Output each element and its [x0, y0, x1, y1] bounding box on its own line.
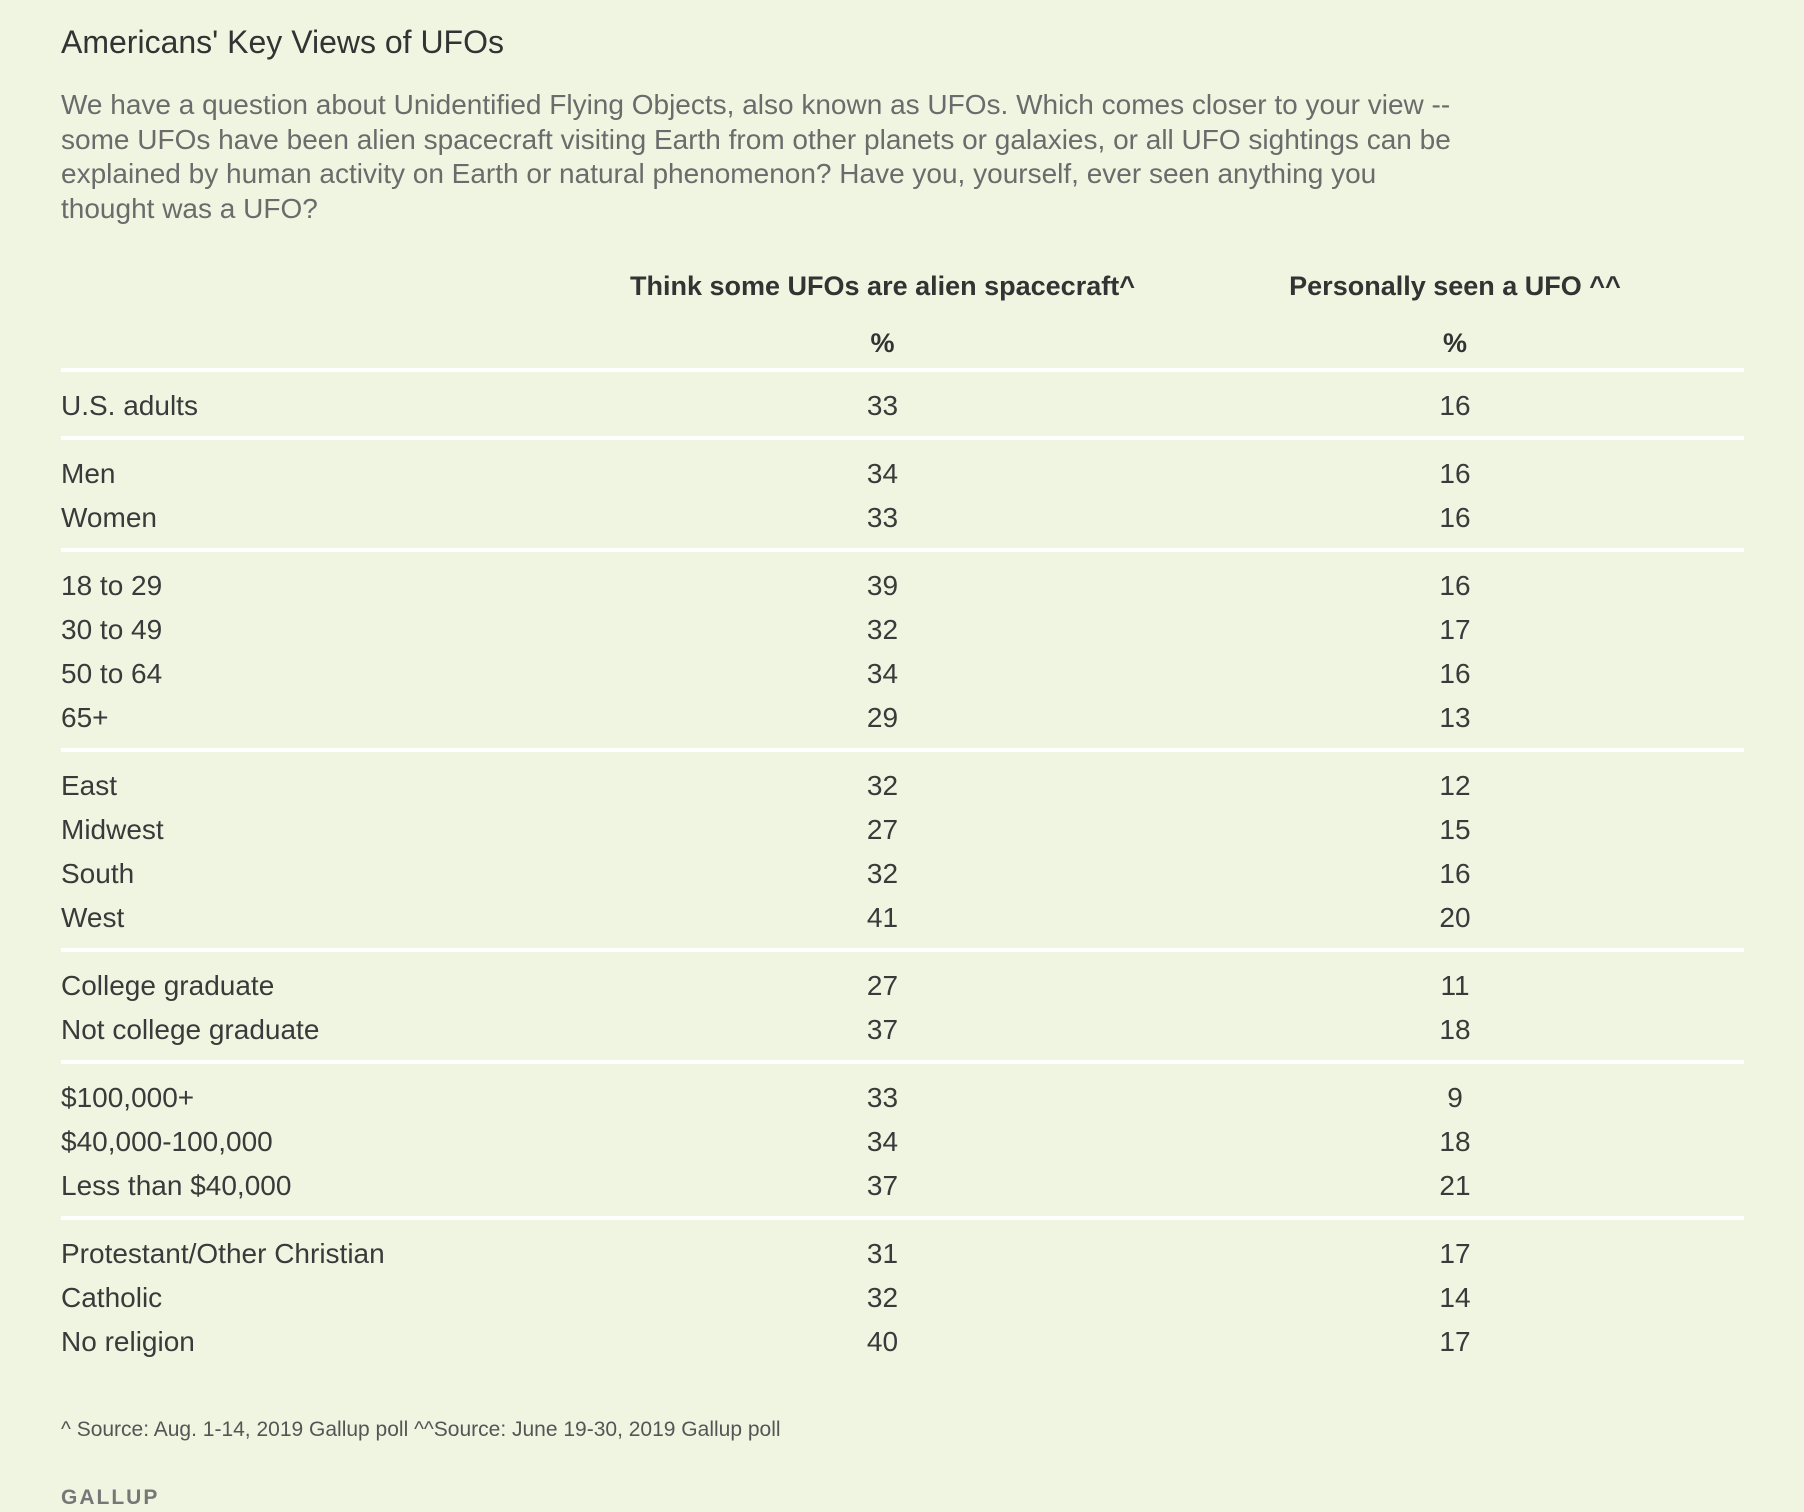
- row-label: Men: [61, 458, 116, 489]
- value-seen-ufo: 11: [1440, 970, 1470, 1001]
- value-seen-ufo: 16: [1439, 858, 1471, 889]
- row-group: U.S. adults 33 16: [61, 370, 1744, 438]
- row-group: East 32 12 Midwest 27 15 South 32 16 West 41 20: [61, 750, 1744, 950]
- row-label: Women: [61, 502, 157, 533]
- value-alien-spacecraft: 32: [866, 614, 899, 645]
- row-label: 30 to 49: [61, 614, 163, 645]
- row-label: 65+: [61, 702, 109, 733]
- value-seen-ufo: 16: [1439, 570, 1471, 601]
- value-seen-ufo: 13: [1439, 702, 1471, 733]
- value-seen-ufo: 16: [1439, 658, 1471, 689]
- chart-subtitle: We have a question about Unidentified Fl…: [61, 89, 1451, 224]
- table-row: Women 33 16: [61, 496, 1744, 550]
- row-group: Men 34 16 Women 33 16: [61, 438, 1744, 550]
- value-seen-ufo: 17: [1439, 614, 1471, 645]
- table-row: East 32 12: [61, 750, 1744, 808]
- row-label: West: [61, 902, 125, 933]
- value-alien-spacecraft: 40: [866, 1326, 899, 1357]
- value-seen-ufo: 18: [1439, 1014, 1471, 1045]
- row-label: No religion: [61, 1326, 195, 1357]
- value-seen-ufo: 12: [1439, 770, 1471, 801]
- value-seen-ufo: 17: [1439, 1326, 1471, 1357]
- column-header-seen-ufo: Personally seen a UFO ^^: [1289, 270, 1621, 301]
- row-group: College graduate 27 11 Not college graduate…: [61, 950, 1744, 1062]
- row-label: $100,000+: [61, 1082, 195, 1113]
- value-alien-spacecraft: 34: [866, 458, 899, 489]
- value-alien-spacecraft: 39: [866, 570, 899, 601]
- value-seen-ufo: 16: [1439, 502, 1471, 533]
- row-label: East: [61, 770, 118, 801]
- row-label: $40,000-100,000: [61, 1126, 273, 1157]
- column-header-alien-spacecraft: Think some UFOs are alien spacecraft^: [630, 270, 1135, 301]
- row-label: U.S. adults: [61, 390, 198, 421]
- chart-container: Americans' Key Views of UFOs We have a q…: [61, 22, 1744, 1510]
- row-group: $100,000+ 33 9 $40,000-100,000 34 18 Less than…: [61, 1062, 1744, 1218]
- value-seen-ufo: 21: [1439, 1170, 1471, 1201]
- row-group: Protestant/Other Christian 31 17 Catholic 32…: [61, 1218, 1744, 1372]
- column-unit-seen-ufo: %: [1442, 327, 1467, 358]
- value-alien-spacecraft: 37: [866, 1014, 899, 1045]
- value-alien-spacecraft: 33: [866, 502, 899, 533]
- value-seen-ufo: 16: [1439, 458, 1471, 489]
- row-label: 18 to 29: [61, 570, 163, 601]
- chart-title: Americans' Key Views of UFOs: [61, 24, 504, 60]
- table-row: 50 to 64 34 16: [61, 652, 1744, 696]
- value-alien-spacecraft: 32: [866, 770, 899, 801]
- value-alien-spacecraft: 37: [866, 1170, 899, 1201]
- table-row: Midwest 27 15: [61, 808, 1744, 852]
- table-row: Not college graduate 37 18: [61, 1008, 1744, 1062]
- table-row: 30 to 49 32 17: [61, 608, 1744, 652]
- value-alien-spacecraft: 41: [866, 902, 899, 933]
- value-seen-ufo: 15: [1439, 814, 1471, 845]
- row-label: Catholic: [61, 1282, 163, 1313]
- value-alien-spacecraft: 33: [866, 1082, 899, 1113]
- row-group: 18 to 29 39 16 30 to 49 32 17 50 to 64 34 16 65+ 2…: [61, 550, 1744, 750]
- header-blank: [61, 254, 599, 318]
- data-table: Think some UFOs are alien spacecraft^ Pe…: [61, 254, 1744, 1372]
- table-row: West 41 20: [61, 896, 1744, 950]
- table-row: South 32 16: [61, 852, 1744, 896]
- unit-blank: [61, 318, 599, 370]
- gallup-logo-text: GALLUP: [61, 1486, 160, 1509]
- value-alien-spacecraft: 34: [866, 1126, 899, 1157]
- value-alien-spacecraft: 34: [866, 658, 899, 689]
- table-row: Catholic 32 14: [61, 1276, 1744, 1320]
- value-alien-spacecraft: 32: [866, 1282, 899, 1313]
- row-label: College graduate: [61, 970, 275, 1001]
- value-alien-spacecraft: 33: [866, 390, 899, 421]
- value-seen-ufo: 14: [1439, 1282, 1471, 1313]
- column-unit-alien-spacecraft: %: [870, 327, 895, 358]
- value-alien-spacecraft: 29: [866, 702, 899, 733]
- source-footnote: ^ Source: Aug. 1-14, 2019 Gallup poll ^^…: [61, 1418, 781, 1441]
- value-seen-ufo: 17: [1439, 1238, 1471, 1269]
- table-row: Men 34 16: [61, 438, 1744, 496]
- value-seen-ufo: 16: [1439, 390, 1471, 421]
- table-header: Think some UFOs are alien spacecraft^ Pe…: [61, 254, 1744, 370]
- table-row: No religion 40 17: [61, 1320, 1744, 1372]
- value-seen-ufo: 20: [1439, 902, 1471, 933]
- row-label: 50 to 64: [61, 658, 163, 689]
- table-row: Less than $40,000 37 21: [61, 1164, 1744, 1218]
- table-row: 65+ 29 13: [61, 696, 1744, 750]
- value-alien-spacecraft: 31: [866, 1238, 899, 1269]
- row-label: Midwest: [61, 814, 164, 845]
- table-row: $40,000-100,000 34 18: [61, 1120, 1744, 1164]
- table-row: 18 to 29 39 16: [61, 550, 1744, 608]
- value-seen-ufo: 18: [1439, 1126, 1471, 1157]
- value-alien-spacecraft: 27: [866, 970, 899, 1001]
- row-label: Less than $40,000: [61, 1170, 292, 1201]
- row-label: Not college graduate: [61, 1014, 320, 1045]
- value-alien-spacecraft: 32: [866, 858, 899, 889]
- table-row: $100,000+ 33 9: [61, 1062, 1744, 1120]
- row-label: Protestant/Other Christian: [61, 1238, 385, 1269]
- table-row: Protestant/Other Christian 31 17: [61, 1218, 1744, 1276]
- row-label: South: [61, 858, 135, 889]
- table-row: College graduate 27 11: [61, 950, 1744, 1008]
- table-row: U.S. adults 33 16: [61, 370, 1744, 438]
- value-seen-ufo: 9: [1447, 1082, 1463, 1113]
- value-alien-spacecraft: 27: [866, 814, 899, 845]
